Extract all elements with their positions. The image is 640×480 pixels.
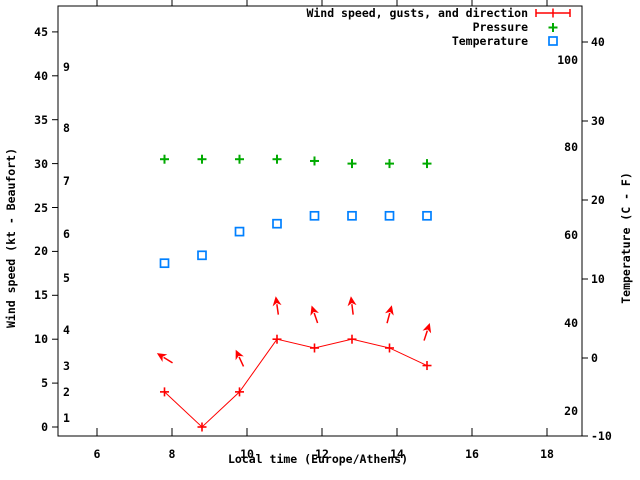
x-axis-label: Local time (Europe/Athens) (227, 452, 408, 466)
celsius-tick-label: 30 (591, 114, 605, 128)
fahrenheit-scale-label: 20 (564, 403, 578, 418)
series-temperature (159, 210, 432, 269)
time-tick-label: 10 (240, 447, 254, 461)
time-tick-label: 18 (540, 447, 554, 461)
beaufort-scale-label: 1 (63, 411, 70, 426)
legend-label-pressure: Pressure (472, 20, 528, 34)
wind-direction-arrow (235, 349, 245, 367)
plot-border (57, 5, 583, 437)
beaufort-scale-label: 4 (63, 323, 70, 338)
fahrenheit-scale-label: 40 (564, 315, 578, 330)
series-wind-direction-arrows (156, 296, 432, 367)
series-wind-speed (160, 334, 432, 432)
fahrenheit-scale-label: 80 (564, 140, 578, 155)
kt-tick-label: 25 (34, 200, 48, 215)
celsius-tick-label: 40 (591, 35, 605, 49)
beaufort-scale-label: 8 (63, 121, 70, 136)
celsius-tick-label: -10 (591, 429, 612, 443)
kt-tick-label: 15 (34, 288, 48, 303)
series-pressure (160, 154, 432, 169)
fahrenheit-scale-label: 100 (557, 52, 578, 67)
kt-tick-label: 10 (34, 332, 48, 347)
beaufort-scale-label: 2 (63, 384, 70, 399)
kt-tick-label: 35 (34, 112, 48, 127)
right-axis-ticks (582, 41, 588, 437)
wind-direction-arrow (422, 322, 432, 341)
beaufort-scale-label: 9 (63, 60, 70, 75)
time-tick-label: 12 (315, 447, 329, 461)
beaufort-scale-label: 3 (63, 358, 70, 373)
wind-direction-arrow (385, 305, 394, 324)
y-axis-left-label: Wind speed (kt - Beaufort) (4, 148, 18, 329)
time-tick-label: 14 (390, 447, 404, 461)
kt-tick-label: 45 (34, 24, 48, 39)
legend-label-wind: Wind speed, gusts, and direction (306, 6, 528, 20)
kt-tick-label: 40 (34, 68, 48, 83)
wind-direction-arrow (272, 296, 282, 315)
time-tick-label: 6 (93, 447, 101, 461)
time-tick-label: 16 (465, 447, 479, 461)
x-axis-ticks (96, 0, 548, 436)
legend-symbols (535, 8, 571, 46)
kt-tick-label: 30 (34, 156, 48, 171)
time-tick-label: 8 (168, 447, 176, 461)
wind-direction-arrow (310, 305, 319, 324)
wind-direction-arrow (156, 353, 173, 364)
kt-tick-label: 20 (34, 244, 48, 259)
left-axis-ticks (52, 31, 58, 428)
celsius-tick-label: 10 (591, 272, 605, 286)
wind-direction-arrow (347, 296, 357, 315)
kt-tick-label: 0 (41, 420, 48, 434)
beaufort-scale-label: 5 (63, 270, 70, 285)
celsius-tick-label: 0 (591, 351, 598, 365)
celsius-tick-label: 20 (591, 193, 605, 207)
legend-label-temperature: Temperature (451, 34, 528, 48)
y-axis-right-label: Temperature (C - F) (619, 172, 633, 304)
fahrenheit-scale-label: 60 (564, 228, 578, 243)
beaufort-scale-label: 7 (63, 174, 70, 189)
kt-tick-label: 5 (41, 376, 48, 391)
beaufort-scale-label: 6 (63, 226, 70, 241)
